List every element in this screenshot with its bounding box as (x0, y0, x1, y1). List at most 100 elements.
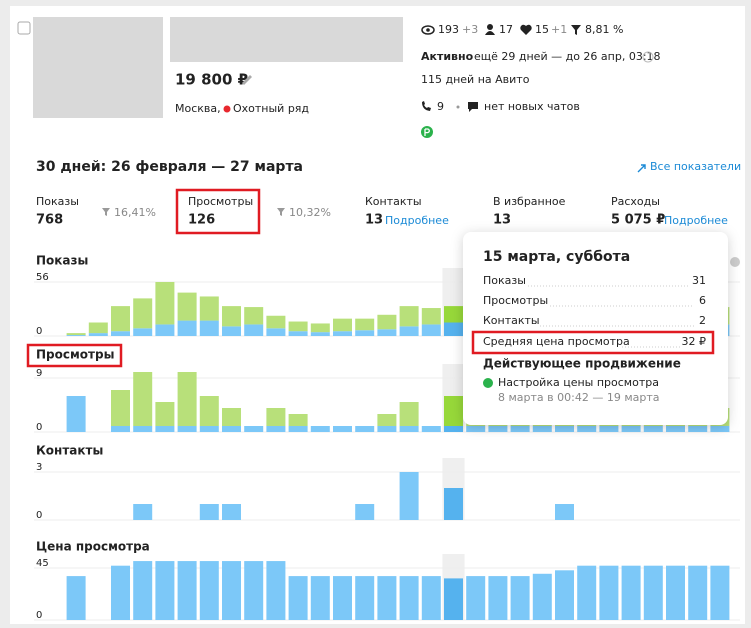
bar (244, 426, 264, 432)
metric-value: 13 (493, 213, 511, 228)
bar (199, 561, 219, 620)
checkbox[interactable] (17, 21, 31, 35)
chart-title: Показы (36, 254, 88, 268)
funnel-icon (571, 25, 581, 35)
metro-dot (223, 105, 231, 113)
bar (199, 396, 219, 426)
metric-label: Контакты (365, 195, 422, 208)
bar (66, 576, 86, 620)
metric-label: Расходы (611, 195, 660, 208)
bar (133, 504, 153, 520)
bar (155, 402, 175, 426)
bar (111, 426, 130, 432)
promo-name: Настройка цены просмотра (498, 376, 659, 389)
bar (643, 426, 663, 432)
bar (222, 326, 241, 336)
bar (222, 306, 241, 327)
y-tick-label: 45 (36, 558, 49, 569)
bar (444, 306, 463, 323)
bar (66, 335, 86, 336)
bar (133, 561, 153, 620)
bar (488, 576, 508, 620)
details-link[interactable]: Подробнее (664, 214, 728, 227)
bar (310, 576, 330, 620)
metro: Охотный ряд (233, 102, 309, 115)
edit-icon[interactable] (242, 75, 252, 85)
bar (88, 333, 108, 336)
bar (377, 576, 397, 620)
bar (288, 414, 308, 426)
tooltip-title: 15 марта, суббота (483, 249, 630, 265)
bar (688, 426, 708, 432)
bar (133, 372, 153, 426)
metric-value: 13 (365, 213, 383, 228)
bar (88, 322, 108, 334)
bar (421, 324, 441, 336)
bar (244, 324, 264, 336)
bar (177, 426, 197, 432)
contacts: 17 (499, 23, 513, 36)
age: 115 дней на Авито (421, 73, 530, 86)
bar (444, 396, 463, 426)
bar (310, 323, 330, 333)
chart-title: Цена просмотра (36, 540, 150, 554)
chat-icon (468, 102, 478, 112)
y-tick-label: 0 (36, 422, 42, 433)
photo[interactable] (33, 17, 163, 118)
bar (377, 314, 397, 330)
title-placeholder[interactable] (170, 17, 403, 62)
heart-icon (520, 24, 532, 35)
bar (133, 426, 153, 432)
bar (421, 308, 441, 325)
conversion: 8,81 % (585, 23, 623, 36)
bar (199, 296, 219, 321)
status-until: ещё 29 дней — до 26 апр, 03:18 (474, 50, 661, 63)
promo-glyph (424, 128, 430, 136)
metric-value: 5 075 ₽ (611, 213, 665, 228)
bar (421, 426, 441, 432)
person-icon (487, 24, 493, 30)
tooltip-value: 31 (692, 274, 706, 287)
favorites: 15 (535, 23, 549, 36)
bar (355, 330, 375, 336)
favorites-new: +1 (551, 23, 567, 36)
highlight-box (471, 330, 715, 355)
views: 193 (438, 23, 459, 36)
bar (555, 504, 574, 520)
bar (66, 333, 86, 336)
help-icon[interactable] (730, 257, 740, 267)
funnel-icon (102, 208, 110, 216)
bar (621, 426, 641, 432)
bar (310, 332, 330, 336)
bar (466, 426, 486, 432)
chart-title: Контакты (36, 444, 103, 458)
bar (333, 426, 352, 432)
y-tick-label: 0 (36, 510, 42, 521)
bar (666, 565, 685, 620)
bar (377, 414, 397, 426)
bar (488, 426, 508, 432)
bar (510, 576, 530, 620)
bar (399, 306, 419, 327)
bar (688, 565, 708, 620)
bar (133, 298, 153, 329)
info-icon[interactable] (642, 51, 654, 63)
bar (155, 426, 175, 432)
bar (399, 576, 419, 620)
y-tick-label: 3 (36, 462, 42, 473)
tooltip-value: 2 (699, 314, 706, 327)
bar (111, 565, 130, 620)
bar (288, 321, 308, 332)
promo-title: Действующее продвижение (483, 357, 681, 371)
person-body (485, 31, 495, 35)
bar (266, 328, 286, 336)
bar (222, 408, 241, 426)
bar (111, 306, 130, 332)
bar (444, 322, 463, 336)
details-link[interactable]: Подробнее (385, 214, 449, 227)
bar (666, 426, 685, 432)
bar (444, 488, 463, 520)
all-metrics-link[interactable]: Все показатели (650, 160, 741, 173)
chats: нет новых чатов (484, 100, 580, 113)
